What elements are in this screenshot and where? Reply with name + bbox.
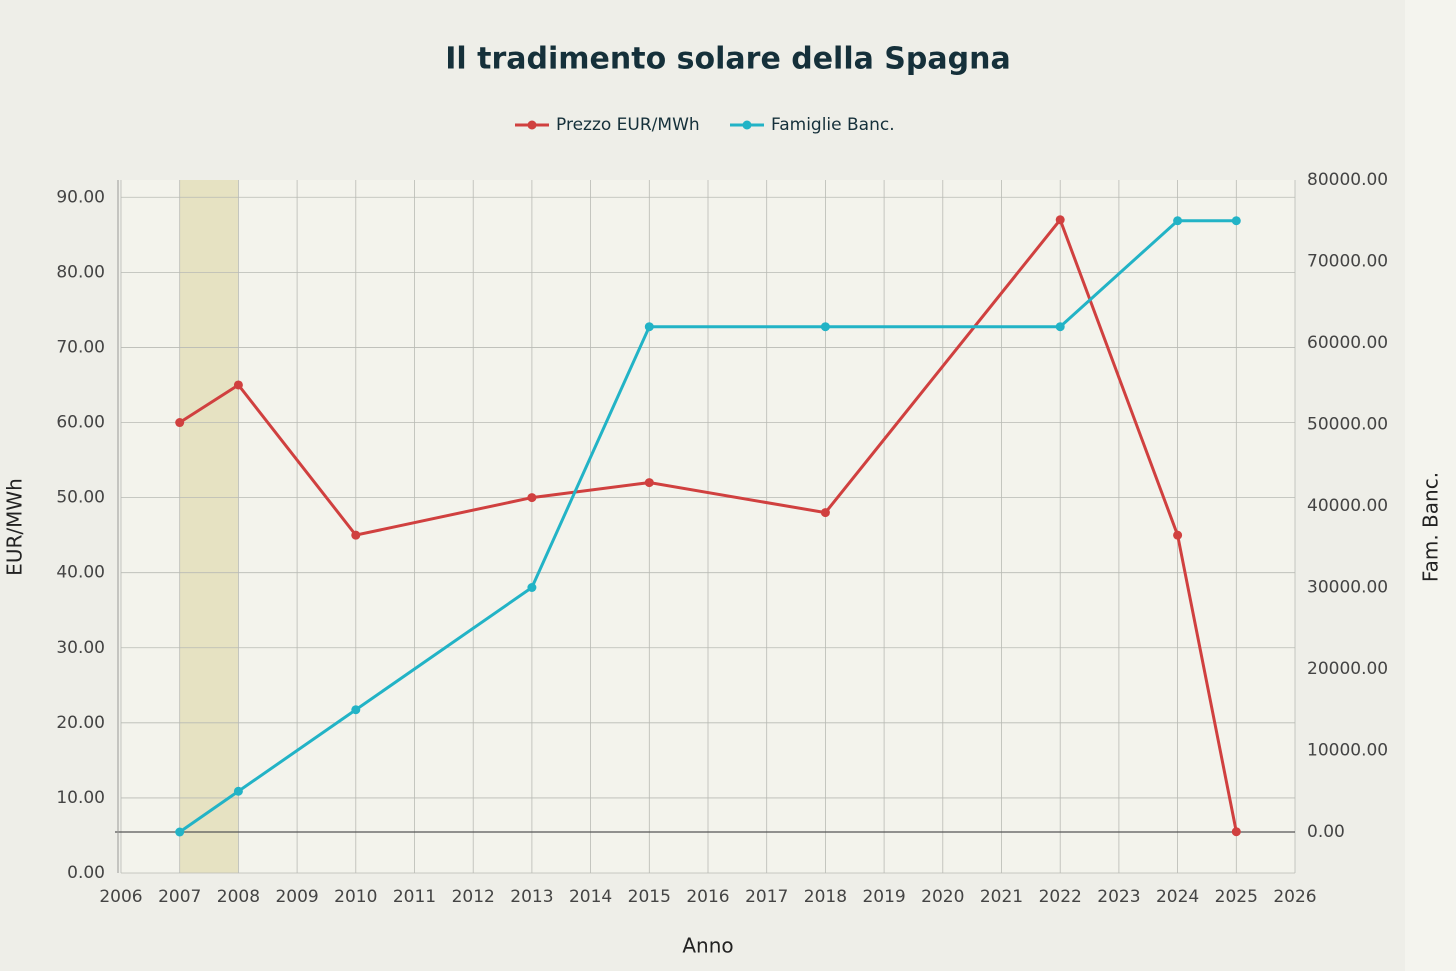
point <box>820 322 830 332</box>
x-tick-label: 2024 <box>1156 887 1199 907</box>
point <box>233 786 243 796</box>
x-tick-label: 2010 <box>334 887 377 907</box>
y-tick-label: 40.00 <box>56 563 105 583</box>
x-tick-label: 2006 <box>99 887 142 907</box>
x-tick-label: 2021 <box>980 887 1023 907</box>
y2-tick-label: 10000.00 <box>1307 741 1388 761</box>
y-tick-label: 30.00 <box>56 638 105 658</box>
side-strip <box>1405 0 1456 971</box>
point <box>1173 216 1183 226</box>
y-tick-label: 70.00 <box>56 337 105 357</box>
legend-dot <box>527 120 537 130</box>
y2-tick-label: 80000.00 <box>1307 170 1388 190</box>
x-tick-label: 2026 <box>1273 887 1316 907</box>
y-tick-label: 50.00 <box>56 488 105 508</box>
point <box>527 493 537 503</box>
y-tick-label: 80.00 <box>56 262 105 282</box>
point <box>1055 322 1065 332</box>
x-tick-label: 2009 <box>275 887 318 907</box>
point <box>175 827 185 837</box>
point <box>527 583 537 593</box>
y-tick-label: 10.00 <box>56 788 105 808</box>
x-tick-label: 2016 <box>686 887 729 907</box>
point <box>351 705 361 715</box>
x-tick-label: 2019 <box>862 887 905 907</box>
y2-tick-label: 70000.00 <box>1307 252 1388 272</box>
point <box>644 478 654 488</box>
x-tick-label: 2012 <box>452 887 495 907</box>
x-tick-label: 2017 <box>745 887 788 907</box>
y2-tick-label: 40000.00 <box>1307 496 1388 516</box>
x-tick-label: 2022 <box>1039 887 1082 907</box>
point <box>1055 215 1065 225</box>
x-tick-label: 2020 <box>921 887 964 907</box>
y2-tick-label: 20000.00 <box>1307 659 1388 679</box>
point <box>175 418 185 428</box>
y-tick-label: 0.00 <box>67 863 105 883</box>
x-tick-label: 2013 <box>510 887 553 907</box>
y2-tick-label: 60000.00 <box>1307 333 1388 353</box>
point <box>820 508 830 518</box>
x-tick-label: 2015 <box>628 887 671 907</box>
point <box>1173 530 1183 540</box>
point <box>1231 216 1241 226</box>
x-axis-label: Anno <box>682 934 733 958</box>
x-tick-label: 2011 <box>393 887 436 907</box>
x-tick-label: 2008 <box>217 887 260 907</box>
x-tick-label: 2018 <box>804 887 847 907</box>
point <box>1231 827 1241 837</box>
y-tick-label: 60.00 <box>56 413 105 433</box>
highlight-band <box>179 180 239 873</box>
x-tick-label: 2023 <box>1097 887 1140 907</box>
x-tick-label: 2007 <box>158 887 201 907</box>
x-tick-label: 2025 <box>1215 887 1258 907</box>
point <box>351 530 361 540</box>
y-tick-label: 90.00 <box>56 187 105 207</box>
point <box>644 322 654 332</box>
legend-label: Prezzo EUR/MWh <box>556 115 700 135</box>
chart-title: Il tradimento solare della Spagna <box>445 42 1010 77</box>
legend-dot <box>742 120 752 130</box>
y2-tick-label: 50000.00 <box>1307 415 1388 435</box>
y-axis-label: EUR/MWh <box>3 478 27 576</box>
point <box>233 380 243 390</box>
x-tick-label: 2014 <box>569 887 612 907</box>
y-tick-label: 20.00 <box>56 713 105 733</box>
legend-label: Famiglie Banc. <box>771 115 895 135</box>
y2-tick-label: 30000.00 <box>1307 578 1388 598</box>
y2-tick-label: 0.00 <box>1307 822 1345 842</box>
y2-axis-label: Fam. Banc. <box>1419 472 1443 582</box>
